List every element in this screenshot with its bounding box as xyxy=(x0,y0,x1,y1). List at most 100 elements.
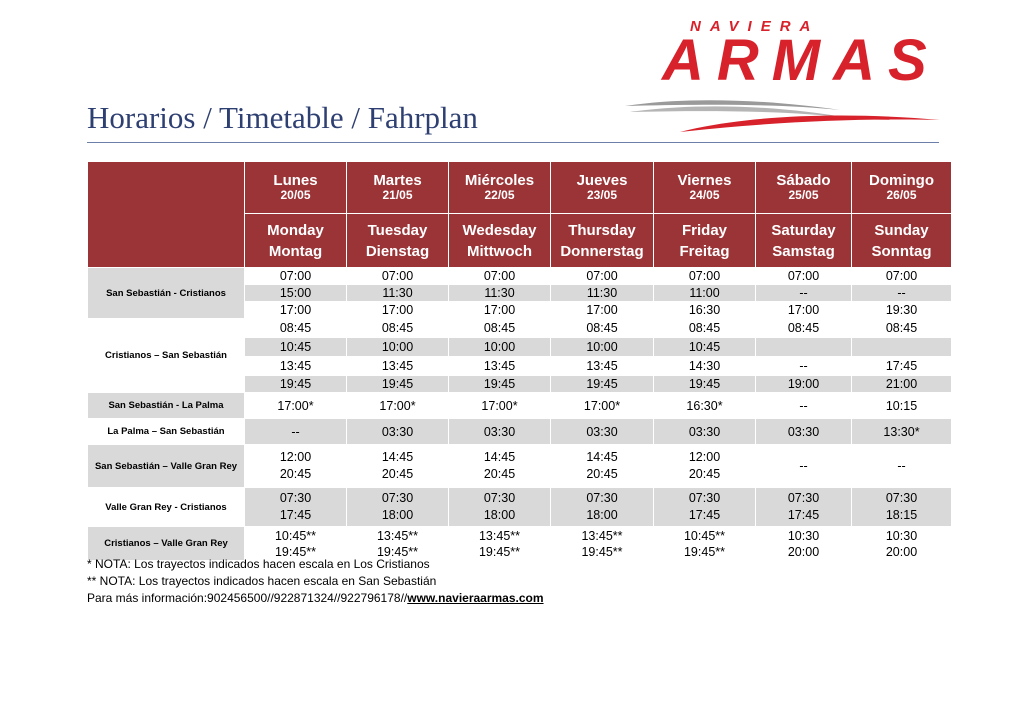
time-entry: 14:45 xyxy=(483,450,516,464)
departure-time: 07:00 xyxy=(653,267,756,285)
time-entry: 19:45** xyxy=(683,544,725,559)
departure-time: -- xyxy=(755,356,852,376)
departure-time: 07:00 xyxy=(448,267,551,285)
departure-time: 14:30 xyxy=(653,356,756,376)
day-name-es: Miércoles xyxy=(464,171,535,189)
departure-time: 13:30* xyxy=(851,418,952,445)
day-name-es: Martes xyxy=(373,171,422,189)
departure-time: 08:45 xyxy=(346,318,449,338)
time-entry: -- xyxy=(897,458,906,473)
time-entry: 20:45 xyxy=(688,467,721,481)
departure-time: 14:45 20:45 xyxy=(448,444,551,488)
departure-time: 10:15 xyxy=(851,392,952,419)
route-name: Cristianos – San Sebastián xyxy=(87,318,245,393)
departure-time: 19:45 xyxy=(244,375,347,393)
day-name-translations: Friday Freitag xyxy=(653,213,756,268)
logo-armas-text: ARMAS xyxy=(662,28,940,93)
departure-time: 13:45 xyxy=(448,356,551,376)
departure-time: 07:00 xyxy=(550,267,654,285)
time-entry: 12:00 xyxy=(279,450,312,464)
time-entry: 07:30 xyxy=(279,491,312,505)
day-date: 22/05 xyxy=(484,188,515,203)
departure-time: -- xyxy=(244,418,347,445)
departure-time: 17:00* xyxy=(346,392,449,419)
table-row: 15:00 11:30 11:30 11:30 11:00 -- -- xyxy=(88,284,952,302)
departure-time: 17:00 xyxy=(550,301,654,319)
time-entry: 19:45** xyxy=(581,544,623,559)
time-entry: 19:45** xyxy=(274,544,316,559)
table-row: La Palma – San Sebastián -- 03:30 03:30 03:3… xyxy=(87,418,952,445)
departure-time: 08:45 xyxy=(755,318,852,338)
departure-time: 03:30 xyxy=(346,418,449,445)
departure-time: 19:45 xyxy=(653,375,756,393)
header-corner xyxy=(87,161,245,268)
info-line: Para más información:902456500//92287132… xyxy=(87,590,544,607)
day-name-en: Wedesday xyxy=(462,221,537,239)
departure-time: 11:30 xyxy=(550,284,654,302)
time-entry: 10:30 xyxy=(787,528,820,543)
departure-time: -- xyxy=(851,444,952,488)
route-name: San Sebastián - Cristianos xyxy=(87,267,245,319)
departure-time: 10:45** 19:45** xyxy=(244,526,347,561)
logo-naviera-text: NAVIERA xyxy=(690,18,820,35)
day-name-en: Friday xyxy=(681,221,727,239)
departure-time: 07:00 xyxy=(244,267,347,285)
day-name-es: Jueves xyxy=(576,171,628,189)
day-name-de: Dienstag xyxy=(365,242,430,260)
departure-time: 17:00 xyxy=(346,301,449,319)
day-name-translations: Monday Montag xyxy=(244,213,347,268)
departure-time: 07:00 xyxy=(755,267,852,285)
table-row: San Sebastián - La Palma 17:00* 17:00* 17:0… xyxy=(87,392,952,419)
departure-time: 17:00 xyxy=(448,301,551,319)
day-name-translations: Wedesday Mittwoch xyxy=(448,213,551,268)
departure-time: 13:45 xyxy=(550,356,654,376)
table-row: San Sebastián - Cristianos 07:00 07:00 07:0… xyxy=(87,267,952,319)
day-name-de: Mittwoch xyxy=(467,242,532,260)
day-header: Viernes 24/05 xyxy=(653,161,756,214)
time-entry: 13:45** xyxy=(376,528,418,543)
time-entry: 10:45** xyxy=(274,528,316,543)
time-entry: 20:45 xyxy=(381,467,414,481)
notes: * NOTA: Los trayectos indicados hacen es… xyxy=(87,556,544,607)
table-row: San Sebastián – Valle Gran Rey 12:00 20:45… xyxy=(87,444,952,488)
website-link[interactable]: www.navieraarmas.com xyxy=(407,591,544,605)
route-name: Valle Gran Rey - Cristianos xyxy=(87,487,245,527)
route-name: Cristianos – Valle Gran Rey xyxy=(87,526,245,561)
departure-time: 07:00 xyxy=(851,267,952,285)
day-name-en: Saturday xyxy=(771,221,836,239)
time-entry: 19:45** xyxy=(478,544,520,559)
day-name-es: Lunes xyxy=(273,171,318,189)
departure-time: 10:00 xyxy=(550,337,654,357)
departure-time: 13:45 xyxy=(244,356,347,376)
departure-time: 10:30 20:00 xyxy=(755,526,852,561)
departure-time: 10:45 xyxy=(244,337,347,357)
timetable: Lunes 20/05 Martes 21/05 Miércoles 22/05 Jueve… xyxy=(87,161,952,561)
departure-time: 11:30 xyxy=(448,284,551,302)
departure-time: 08:45 xyxy=(550,318,654,338)
route-name: San Sebastián - La Palma xyxy=(87,392,245,419)
info-phones: Para más información:902456500//92287132… xyxy=(87,591,408,605)
day-name-translations: Tuesday Dienstag xyxy=(346,213,449,268)
day-name-de: Montag xyxy=(268,242,323,260)
day-name-de: Samstag xyxy=(772,242,835,260)
day-name-en: Thursday xyxy=(568,221,636,239)
day-header: Jueves 23/05 xyxy=(550,161,654,214)
day-date: 20/05 xyxy=(280,188,311,203)
time-entry: 13:45** xyxy=(581,528,623,543)
departure-time: 07:30 18:00 xyxy=(448,487,551,527)
time-entry: 14:45 xyxy=(381,450,414,464)
day-name-translations: Thursday Donnerstag xyxy=(550,213,654,268)
day-header: Lunes 20/05 xyxy=(244,161,347,214)
time-entry: 17:45 xyxy=(279,508,312,522)
departure-time: 13:45** 19:45** xyxy=(448,526,551,561)
table-row: Valle Gran Rey - Cristianos 07:30 17:45 07:… xyxy=(87,487,952,527)
header-row-names: Monday Montag Tuesday Dienstag Wedesday Mittw… xyxy=(88,213,952,268)
departure-time: 07:00 xyxy=(346,267,449,285)
departure-time: -- xyxy=(755,444,852,488)
departure-time: 13:45 xyxy=(346,356,449,376)
day-date: 26/05 xyxy=(886,188,917,203)
time-entry: 14:45 xyxy=(586,450,618,464)
departure-time: 15:00 xyxy=(244,284,347,302)
day-name-translations: Sunday Sonntag xyxy=(851,213,952,268)
time-entry: 07:30 xyxy=(885,491,918,505)
